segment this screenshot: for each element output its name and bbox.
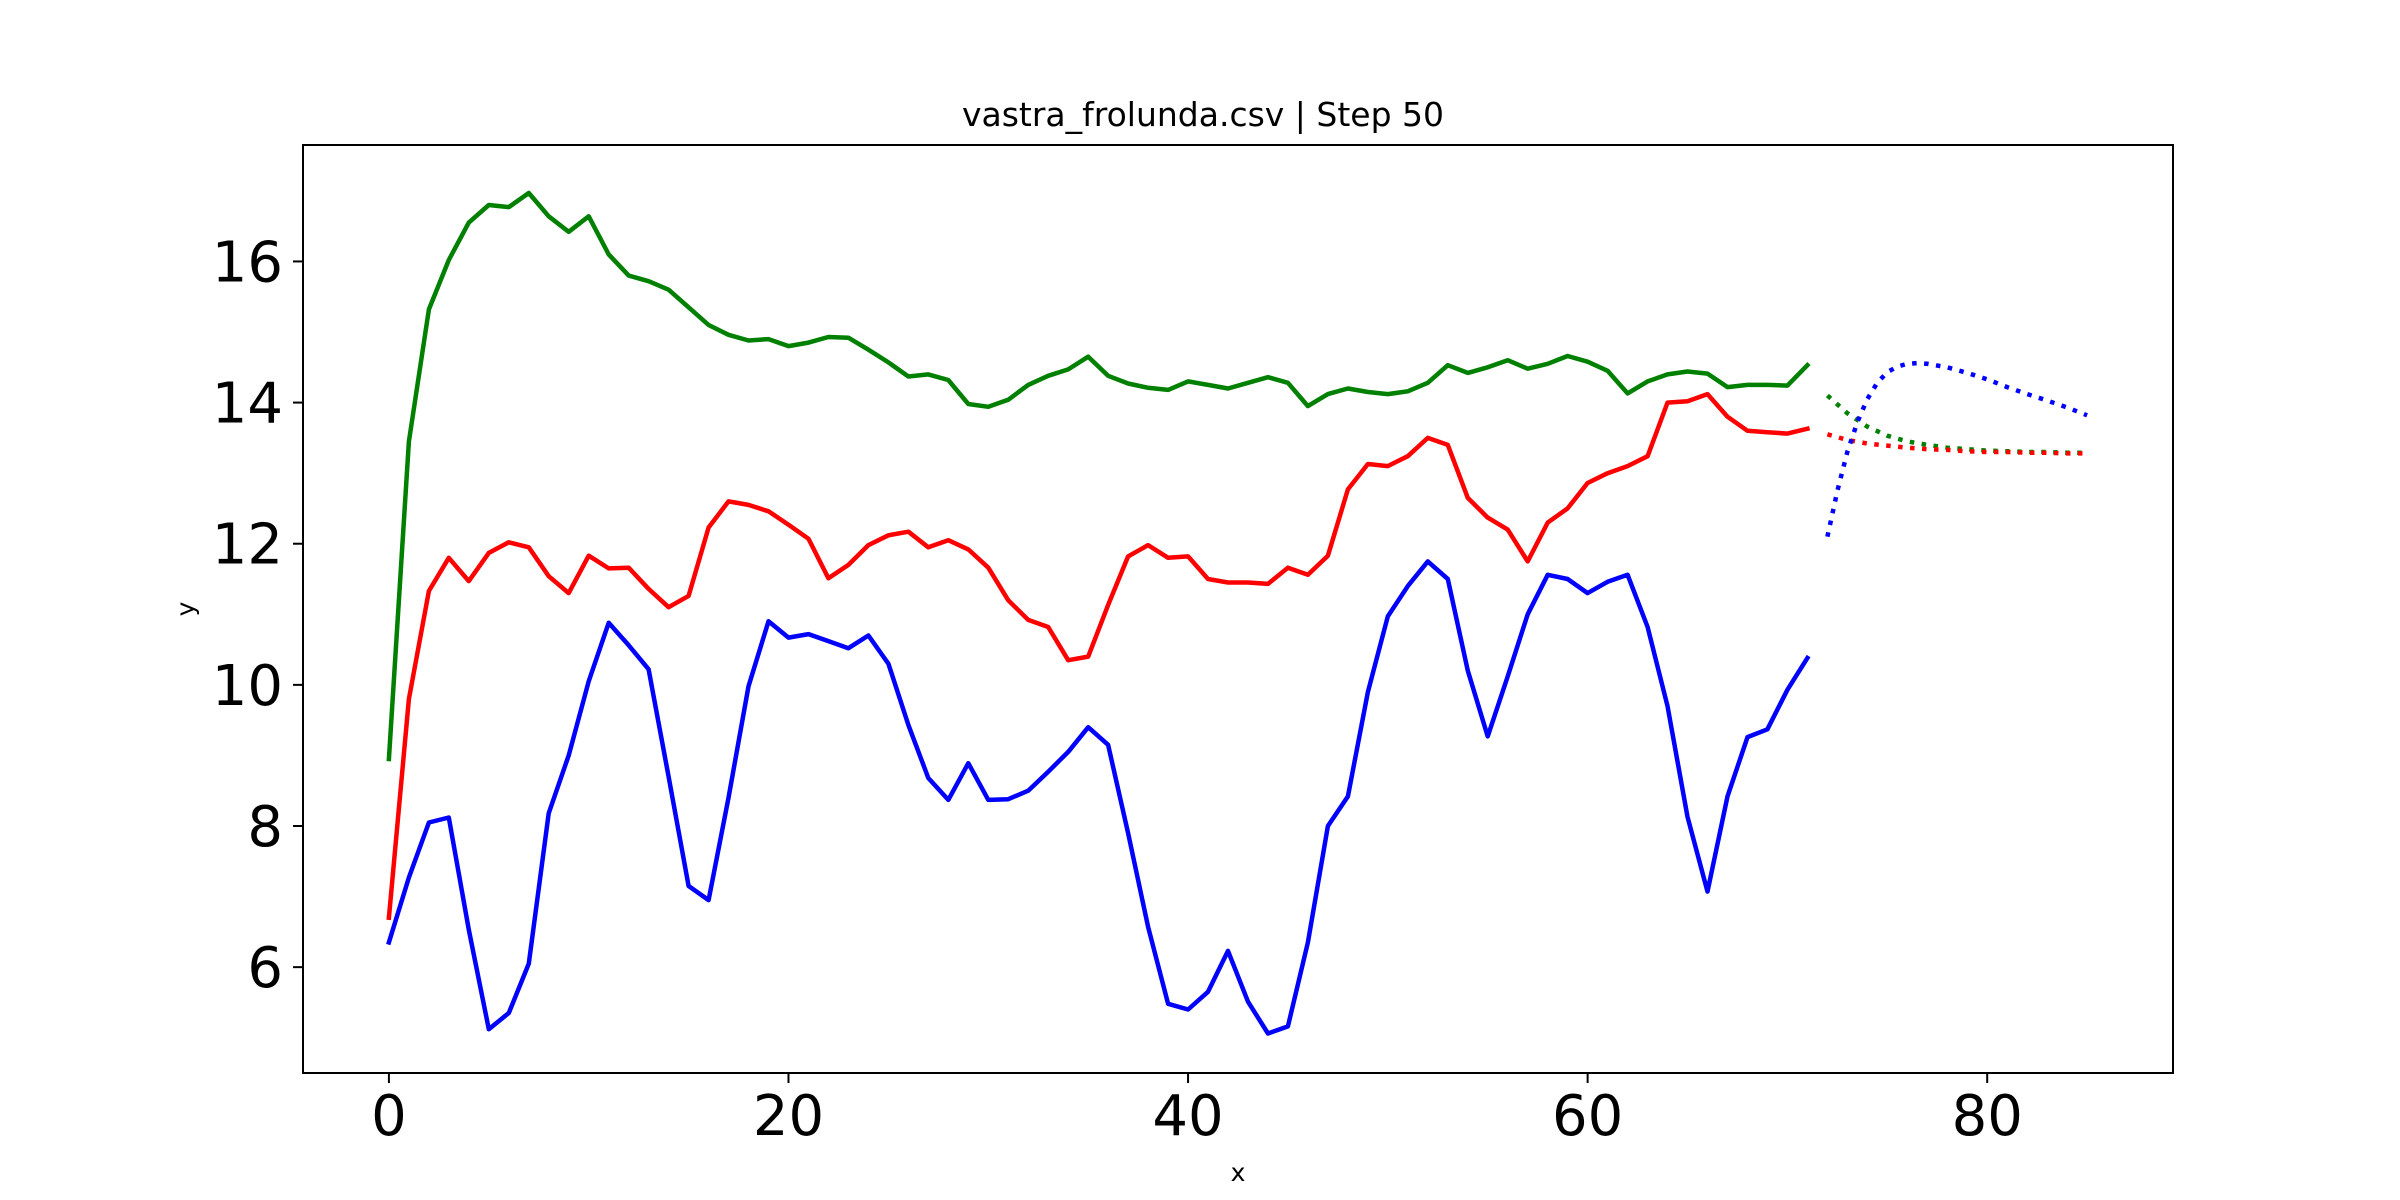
x-tick-label: 40 xyxy=(1152,1084,1223,1149)
series-line-0 xyxy=(386,190,1811,762)
x-tick-label: 60 xyxy=(1552,1084,1623,1149)
y-axis-label: y xyxy=(171,601,200,616)
series-line-1 xyxy=(386,391,1811,921)
ticks-layer: 0 20 40 60 80 6 8 10 12 14 16 xyxy=(212,230,2023,1149)
chart-title: vastra_frolunda.csv | Step 50 xyxy=(962,95,1444,134)
x-tick-label: 20 xyxy=(753,1084,824,1149)
y-tick-label: 10 xyxy=(212,654,283,719)
forecast-series-line-4 xyxy=(1826,432,2088,456)
y-tick-label: 16 xyxy=(212,230,283,295)
x-tick-label: 0 xyxy=(371,1084,407,1149)
series-line-2 xyxy=(386,559,1811,1036)
y-tick-label: 6 xyxy=(247,936,283,1001)
plot-frame xyxy=(302,144,2174,1074)
series-layer xyxy=(386,190,2088,1036)
y-tick-label: 12 xyxy=(212,513,283,578)
y-tick-label: 14 xyxy=(212,372,283,437)
x-axis-label: x xyxy=(1231,1158,1246,1187)
x-tick-label: 80 xyxy=(1952,1084,2023,1149)
y-tick-label: 8 xyxy=(247,795,283,860)
